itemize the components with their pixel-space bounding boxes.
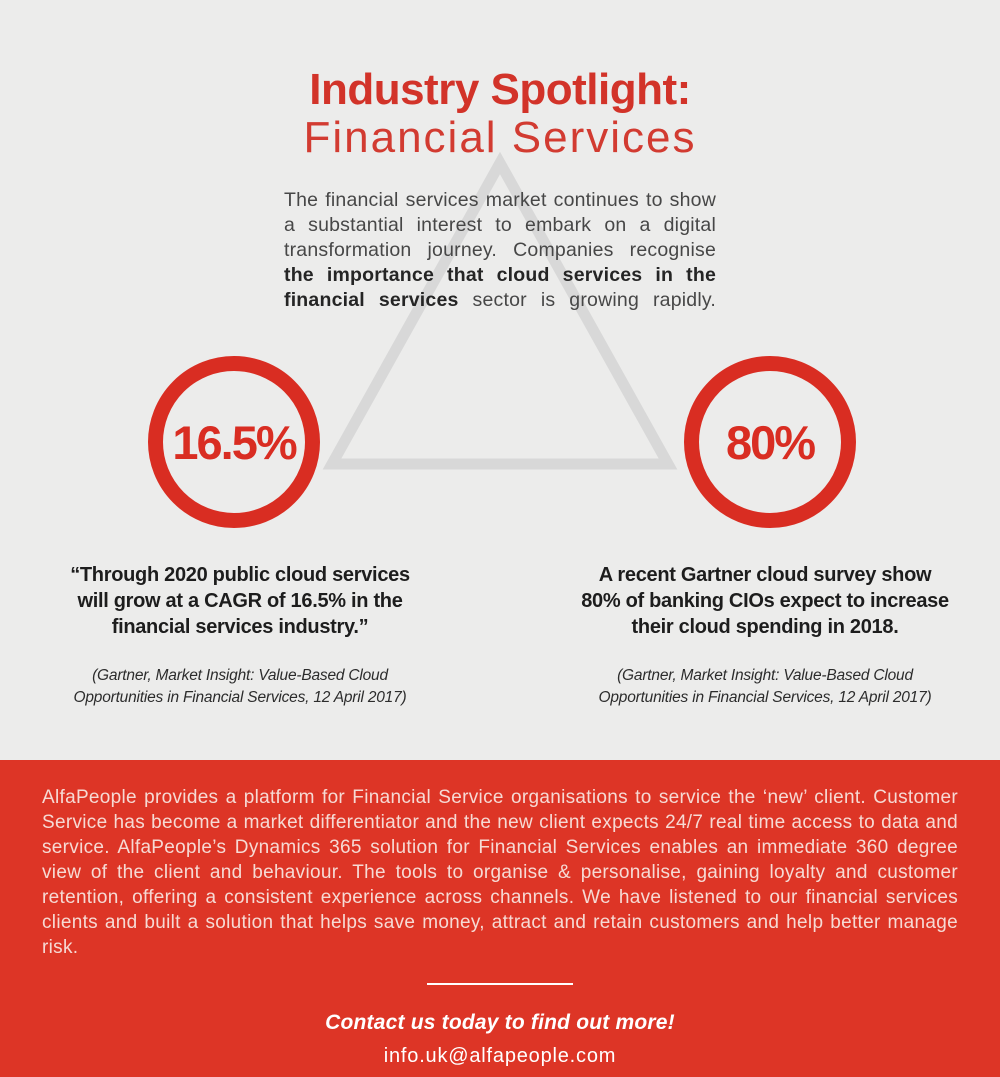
page-title-line1: Industry Spotlight:: [309, 65, 691, 114]
band-paragraph: AlfaPeople provides a platform for Finan…: [42, 787, 958, 958]
stat-value-cagr: 16.5%: [172, 415, 297, 469]
intro-text-post: sector is growing rapidly.: [458, 289, 716, 311]
intro-paragraph: The financial services market continues …: [284, 188, 716, 313]
contact-email-link[interactable]: info.uk@alfapeople.com: [383, 1045, 617, 1067]
intro-text-bold: the importance that cloud services in th…: [284, 264, 716, 311]
intro-text-pre: The financial services market continues …: [284, 189, 716, 261]
stat-value-cios: 80%: [725, 415, 816, 469]
triangle-outline-decoration: [322, 151, 678, 470]
stat-circle-cios: 80%: [684, 356, 856, 528]
top-section: Industry Spotlight: Financial Services T…: [0, 65, 1000, 706]
stat-quote-cios: A recent Gartner cloud survey show 80% o…: [581, 564, 949, 638]
stat-circle-cagr: 16.5%: [148, 356, 320, 528]
page-title-line2: Financial Services: [303, 113, 697, 162]
stat-citation-cagr: (Gartner, Market Insight: Value-Based Cl…: [73, 667, 407, 706]
contact-cta: Contact us today to find out more!: [325, 1011, 675, 1034]
divider-line: [427, 983, 573, 985]
red-footer-band: AlfaPeople provides a platform for Finan…: [0, 760, 1000, 1077]
stat-citation-cios: (Gartner, Market Insight: Value-Based Cl…: [598, 667, 932, 706]
page-title: Industry Spotlight: Financial Services: [0, 66, 1000, 162]
stat-quote-cagr: “Through 2020 public cloud services will…: [70, 564, 410, 638]
